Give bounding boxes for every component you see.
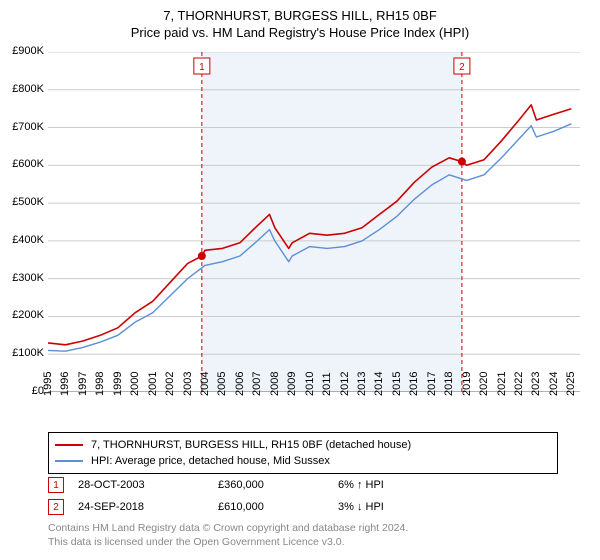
title-subtitle: Price paid vs. HM Land Registry's House … [0, 25, 600, 40]
event-row-1: 1 28-OCT-2003 £360,000 6% ↑ HPI [48, 474, 558, 496]
footer-line1: Contains HM Land Registry data © Crown c… [48, 522, 408, 536]
x-tick-label: 2022 [513, 372, 525, 396]
x-tick-label: 2017 [426, 372, 438, 396]
chart-area: 12 [48, 52, 580, 392]
event-marker-2: 2 [48, 499, 64, 515]
title-block: 7, THORNHURST, BURGESS HILL, RH15 0BF Pr… [0, 0, 600, 40]
x-tick-label: 2011 [321, 372, 333, 396]
x-tick-label: 2014 [373, 372, 385, 396]
legend-label-hpi: HPI: Average price, detached house, Mid … [91, 455, 330, 467]
y-tick-label: £600K [0, 158, 44, 170]
y-tick-label: £800K [0, 83, 44, 95]
y-tick-label: £900K [0, 45, 44, 57]
legend-box: 7, THORNHURST, BURGESS HILL, RH15 0BF (d… [48, 432, 558, 474]
x-tick-label: 2000 [129, 372, 141, 396]
event-date-2: 24-SEP-2018 [78, 501, 218, 513]
x-tick-label: 2005 [216, 372, 228, 396]
y-tick-label: £0 [0, 385, 44, 397]
legend-item-hpi: HPI: Average price, detached house, Mid … [55, 453, 551, 469]
x-tick-label: 2019 [461, 372, 473, 396]
x-tick-label: 1998 [94, 372, 106, 396]
event-row-2: 2 24-SEP-2018 £610,000 3% ↓ HPI [48, 496, 558, 518]
legend-label-property: 7, THORNHURST, BURGESS HILL, RH15 0BF (d… [91, 439, 411, 451]
event-date-1: 28-OCT-2003 [78, 479, 218, 491]
legend-item-property: 7, THORNHURST, BURGESS HILL, RH15 0BF (d… [55, 437, 551, 453]
x-tick-label: 2004 [199, 372, 211, 396]
x-tick-label: 2003 [182, 372, 194, 396]
x-tick-label: 2007 [251, 372, 263, 396]
x-tick-label: 2016 [408, 372, 420, 396]
x-tick-label: 2002 [164, 372, 176, 396]
event-delta-1: 6% ↑ HPI [338, 479, 384, 491]
y-tick-label: £200K [0, 309, 44, 321]
x-tick-label: 2009 [286, 372, 298, 396]
title-address: 7, THORNHURST, BURGESS HILL, RH15 0BF [0, 8, 600, 23]
legend-swatch-property [55, 444, 83, 446]
x-tick-label: 1996 [59, 372, 71, 396]
x-tick-label: 1997 [77, 372, 89, 396]
x-tick-label: 2018 [443, 372, 455, 396]
x-tick-label: 2020 [478, 372, 490, 396]
y-tick-label: £700K [0, 121, 44, 133]
event-marker-1: 1 [48, 477, 64, 493]
x-tick-label: 2024 [548, 372, 560, 396]
x-tick-label: 2013 [356, 372, 368, 396]
y-tick-label: £400K [0, 234, 44, 246]
x-tick-label: 2021 [496, 372, 508, 396]
y-tick-label: £100K [0, 347, 44, 359]
x-tick-label: 2010 [304, 372, 316, 396]
x-tick-label: 2023 [530, 372, 542, 396]
x-tick-label: 2001 [147, 372, 159, 396]
footer-line2: This data is licensed under the Open Gov… [48, 536, 408, 550]
events-block: 1 28-OCT-2003 £360,000 6% ↑ HPI 2 24-SEP… [48, 474, 558, 518]
x-tick-label: 2012 [339, 372, 351, 396]
svg-text:2: 2 [459, 62, 465, 73]
x-tick-label: 2015 [391, 372, 403, 396]
y-tick-label: £500K [0, 196, 44, 208]
x-tick-label: 2008 [269, 372, 281, 396]
event-price-1: £360,000 [218, 479, 338, 491]
chart-container: 7, THORNHURST, BURGESS HILL, RH15 0BF Pr… [0, 0, 600, 560]
footer: Contains HM Land Registry data © Crown c… [48, 522, 408, 549]
event-price-2: £610,000 [218, 501, 338, 513]
legend-swatch-hpi [55, 460, 83, 462]
svg-text:1: 1 [199, 62, 205, 73]
x-tick-label: 1995 [42, 372, 54, 396]
y-tick-label: £300K [0, 272, 44, 284]
chart-svg: 12 [48, 52, 580, 392]
x-tick-label: 2025 [565, 372, 577, 396]
x-tick-label: 1999 [112, 372, 124, 396]
event-delta-2: 3% ↓ HPI [338, 501, 384, 513]
x-tick-label: 2006 [234, 372, 246, 396]
